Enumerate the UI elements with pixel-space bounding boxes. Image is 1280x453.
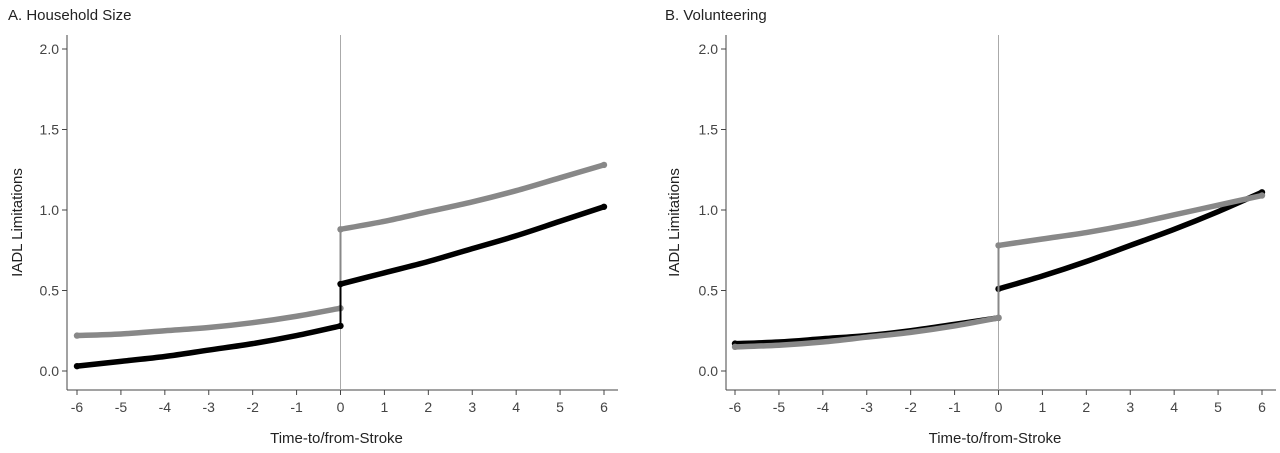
series-pre-stroke-line <box>74 305 344 339</box>
panel-title: B. Volunteering <box>665 7 767 24</box>
x-tick-label: 1 <box>1039 399 1047 415</box>
x-tick-label: 0 <box>337 399 345 415</box>
panel-title: A. Household Size <box>8 7 131 24</box>
x-tick-label: 2 <box>1082 399 1090 415</box>
panel-b: B. Volunteering 0.0 0.5 1.0 1.5 2.0 -6 -5 -4 -3 -2… <box>665 7 1276 447</box>
series-post-stroke-line <box>337 162 607 233</box>
y-tick-label: 0.5 <box>40 283 60 299</box>
x-tick-label: -6 <box>71 399 84 415</box>
x-tick-label: 6 <box>600 399 608 415</box>
series-0 <box>73 161 608 339</box>
series-1 <box>73 203 608 370</box>
series-point <box>995 314 1002 322</box>
x-tick-label: 3 <box>1126 399 1134 415</box>
series-point <box>995 242 1002 249</box>
series-point <box>731 343 739 351</box>
x-tick-label: -4 <box>159 399 172 415</box>
x-tick-label: -2 <box>246 399 259 415</box>
x-axis-label: Time-to/from-Stroke <box>270 430 403 447</box>
series-1 <box>731 192 1266 351</box>
y-tick-label: 0.0 <box>40 363 60 379</box>
x-tick-label: -1 <box>948 399 961 415</box>
x-axis-label: Time-to/from-Stroke <box>929 430 1062 447</box>
series-point <box>73 362 81 370</box>
x-tick-label: -3 <box>203 399 216 415</box>
x-tick-label: -4 <box>817 399 830 415</box>
x-tick-label: 6 <box>1258 399 1266 415</box>
x-tick-label: 1 <box>381 399 389 415</box>
x-tick-label: -6 <box>729 399 742 415</box>
series-point <box>337 280 344 288</box>
panel-a: A. Household Size 0.0 0.5 1.0 1.5 2.0 -6 -5 -4 -3… <box>8 7 618 447</box>
series-post-stroke-line <box>337 204 607 287</box>
x-tick-label: 4 <box>512 399 520 415</box>
x-tick-label: -1 <box>290 399 303 415</box>
x-tick-label: -2 <box>904 399 917 415</box>
x-tick-label: 5 <box>1214 399 1222 415</box>
series-post-stroke-line <box>995 189 1265 292</box>
y-axis-label: IADL Limitations <box>666 168 683 277</box>
x-tick-label: -5 <box>115 399 128 415</box>
x-tick-label: -5 <box>773 399 786 415</box>
y-tick-label: 1.0 <box>40 202 60 218</box>
y-tick-label: 2.0 <box>40 41 60 57</box>
x-tick-label: 4 <box>1170 399 1178 415</box>
series-point <box>337 226 344 233</box>
series-pre-stroke-line <box>732 315 1002 350</box>
x-tick-label: -3 <box>861 399 874 415</box>
x-tick-label: 5 <box>556 399 564 415</box>
y-tick-label: 0.0 <box>699 363 719 379</box>
series-point <box>600 203 608 210</box>
y-tick-label: 1.5 <box>699 122 719 138</box>
series-point <box>1258 192 1266 199</box>
series-point <box>73 332 81 339</box>
x-tick-label: 0 <box>995 399 1003 415</box>
series-pre-stroke-line <box>74 323 344 369</box>
x-tick-label: 2 <box>424 399 432 415</box>
series-post-stroke-line <box>995 192 1265 249</box>
x-tick-label: 3 <box>468 399 476 415</box>
y-tick-label: 1.0 <box>699 202 719 218</box>
y-axis-label: IADL Limitations <box>9 168 26 277</box>
y-tick-label: 2.0 <box>699 41 719 57</box>
y-tick-label: 0.5 <box>699 283 719 299</box>
y-tick-label: 1.5 <box>40 122 60 138</box>
series-point <box>337 322 344 330</box>
series-point <box>600 161 608 169</box>
